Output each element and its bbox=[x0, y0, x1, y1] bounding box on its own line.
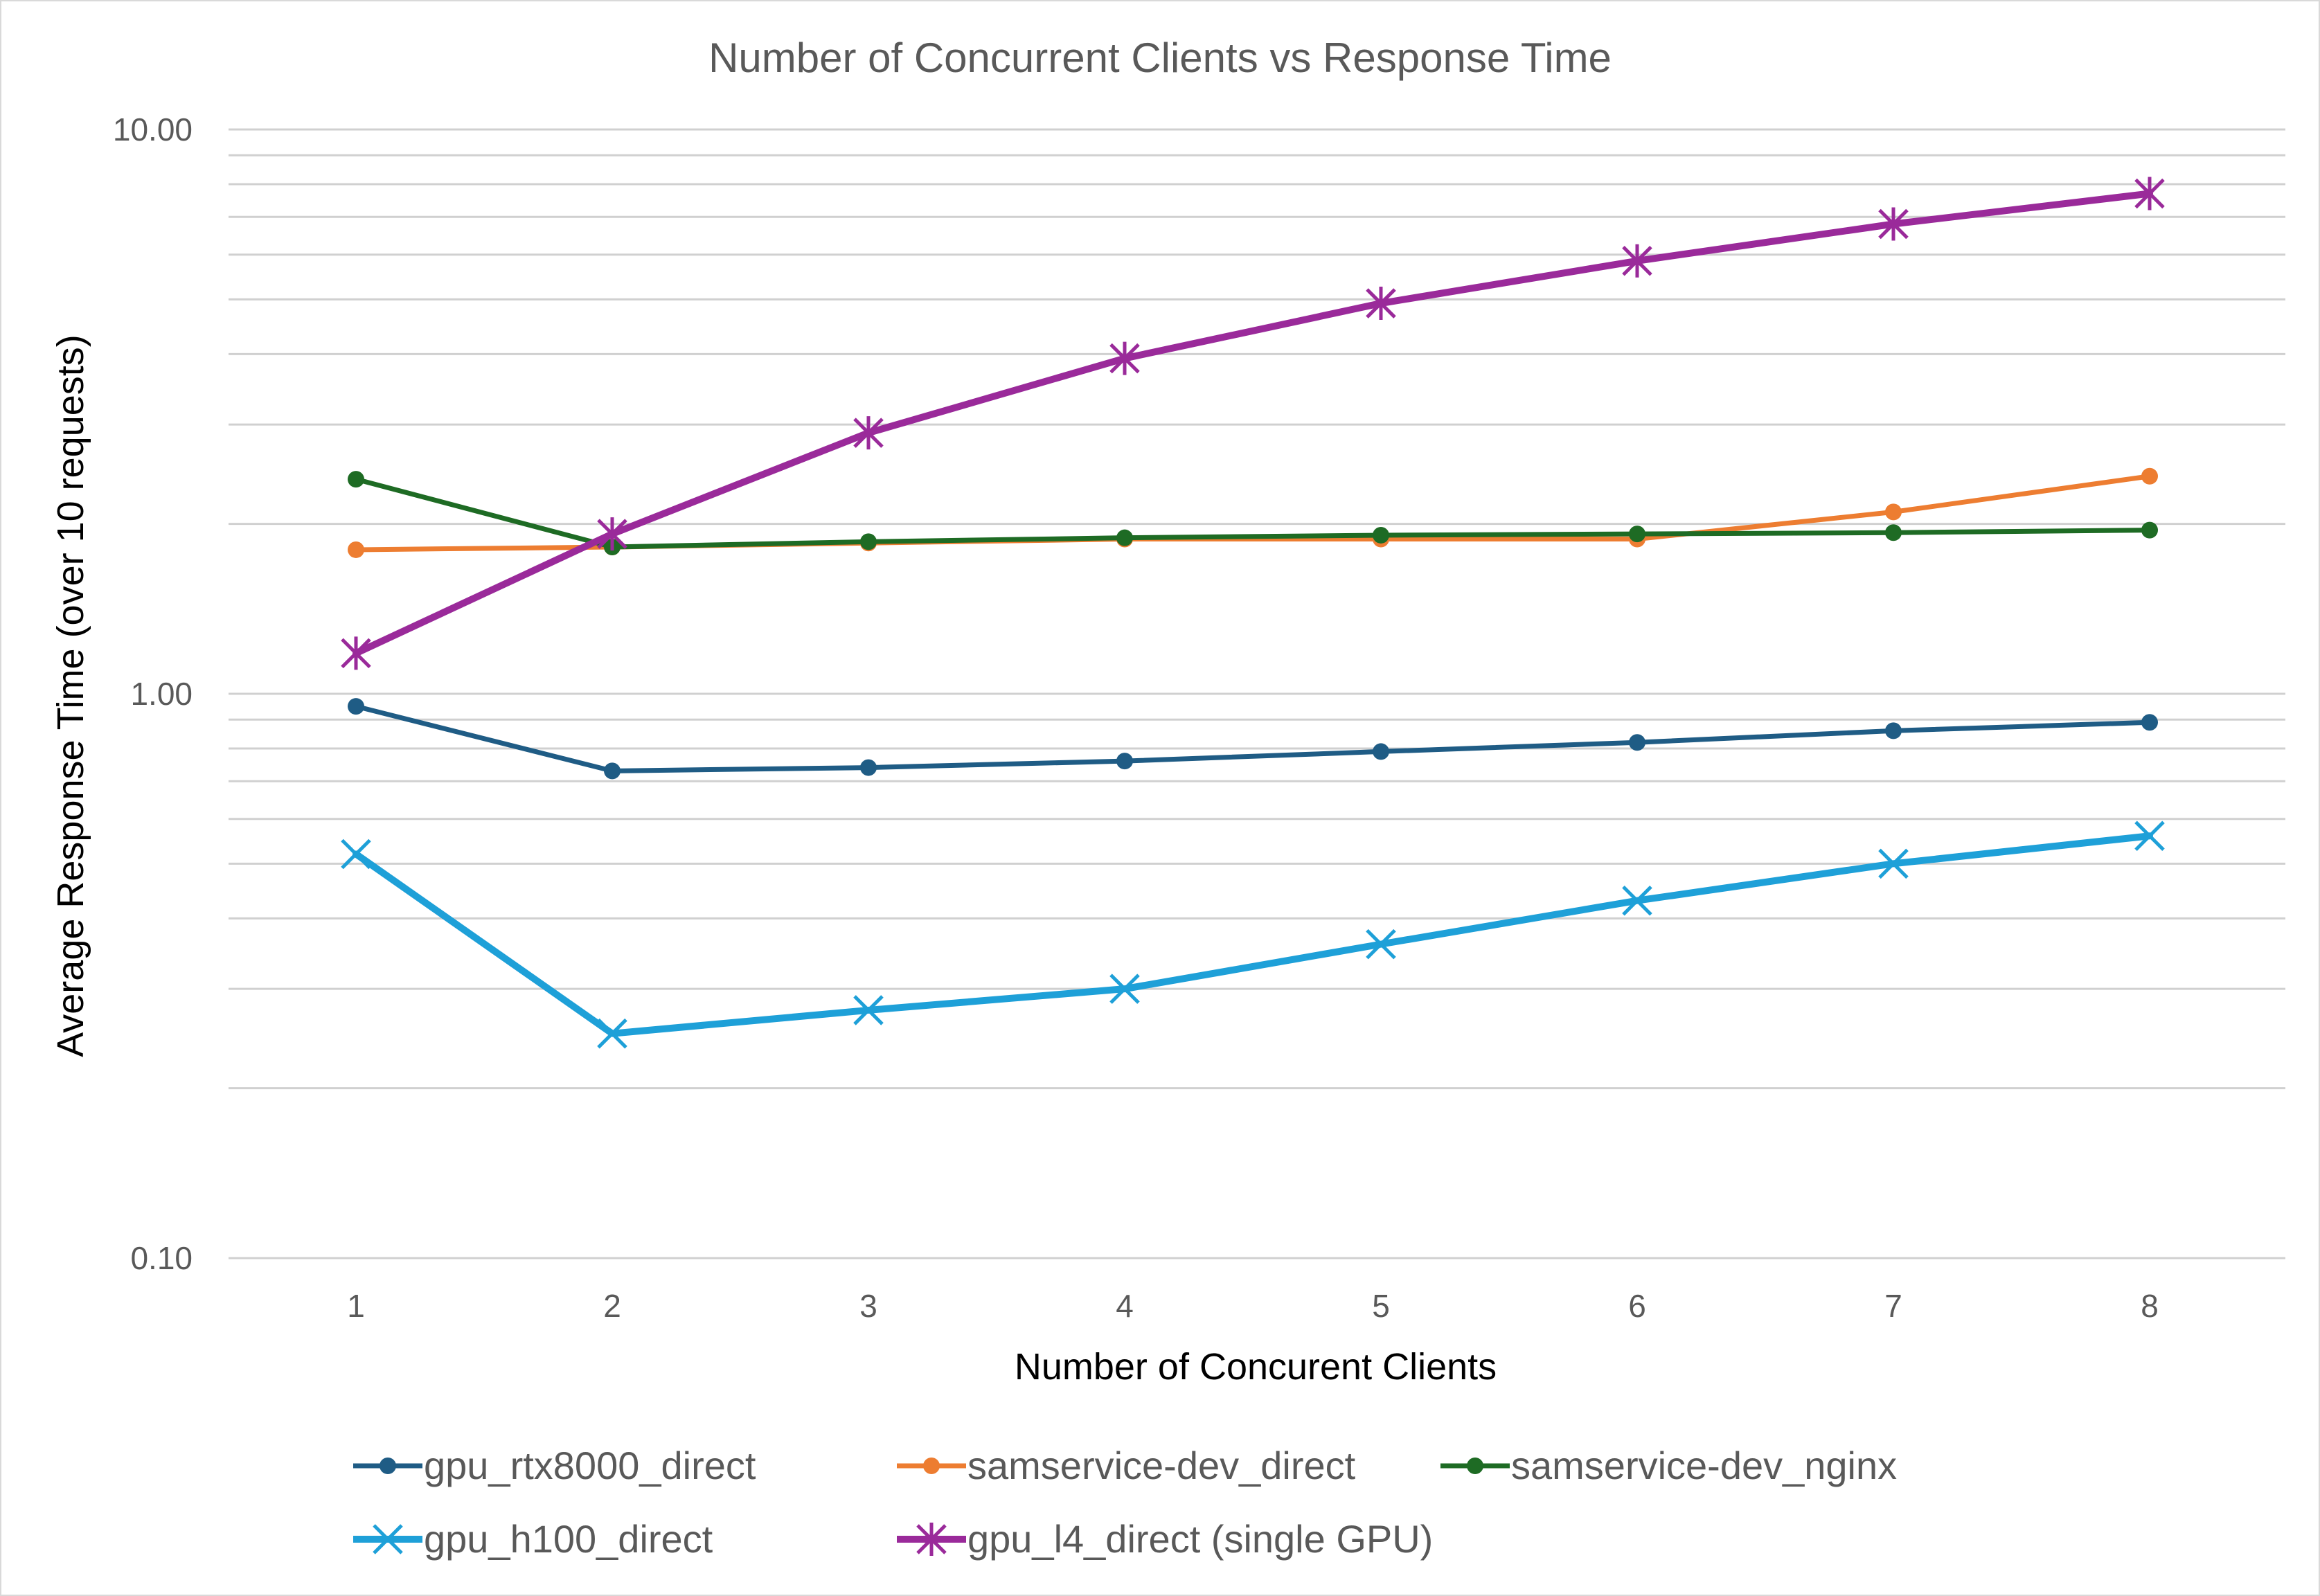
data-point bbox=[1116, 529, 1133, 546]
data-point bbox=[1109, 341, 1140, 375]
legend-item: gpu_l4_direct (single GPU) bbox=[897, 1517, 1433, 1561]
data-point bbox=[1878, 207, 1909, 241]
data-point bbox=[2141, 521, 2158, 539]
data-point bbox=[2141, 467, 2158, 485]
x-tick-label: 4 bbox=[1116, 1288, 1134, 1324]
data-point bbox=[1116, 753, 1133, 770]
legend-item: samservice-dev_direct bbox=[897, 1444, 1356, 1487]
x-tick-labels: 1 2 3 4 5 6 7 8 bbox=[347, 1288, 2159, 1324]
legend-item: gpu_h100_direct bbox=[353, 1517, 713, 1561]
series-line bbox=[353, 832, 2153, 1037]
data-point bbox=[1366, 287, 1396, 321]
data-point bbox=[597, 517, 627, 551]
data-point bbox=[1373, 526, 1389, 544]
legend-marker bbox=[916, 1523, 947, 1556]
data-point bbox=[348, 471, 364, 488]
data-point bbox=[1629, 526, 1645, 543]
legend-marker bbox=[380, 1458, 396, 1474]
legend: gpu_rtx8000_direct samservice-dev_direct s… bbox=[353, 1444, 1897, 1561]
data-point bbox=[1885, 503, 1902, 521]
y-axis-title: Average Response Time (over 10 requests) bbox=[50, 334, 91, 1057]
data-point bbox=[604, 762, 621, 780]
x-tick-label: 7 bbox=[1884, 1288, 1902, 1324]
data-point bbox=[1878, 848, 1909, 879]
legend-item: gpu_rtx8000_direct bbox=[353, 1444, 756, 1487]
data-point bbox=[1885, 722, 1902, 739]
series-line bbox=[353, 190, 2153, 657]
data-point bbox=[348, 698, 364, 715]
x-tick-label: 1 bbox=[347, 1288, 365, 1324]
data-point bbox=[2134, 821, 2165, 851]
data-point bbox=[1629, 734, 1645, 751]
series-line bbox=[353, 476, 2152, 550]
x-tick-label: 2 bbox=[603, 1288, 621, 1324]
x-tick-label: 6 bbox=[1628, 1288, 1646, 1324]
data-point bbox=[1622, 885, 1652, 916]
x-axis-title: Number of Concurent Clients bbox=[1015, 1346, 1497, 1388]
data-point bbox=[1373, 743, 1389, 760]
legend-label: samservice-dev_nginx bbox=[1511, 1444, 1897, 1487]
data-point bbox=[1109, 974, 1140, 1004]
legend-marker bbox=[373, 1524, 403, 1554]
legend-label: gpu_rtx8000_direct bbox=[424, 1444, 756, 1487]
series-group bbox=[341, 177, 2165, 1049]
x-tick-label: 3 bbox=[859, 1288, 877, 1324]
data-point bbox=[2141, 714, 2158, 731]
legend-label: samservice-dev_direct bbox=[967, 1444, 1356, 1487]
data-point bbox=[860, 533, 877, 550]
data-point bbox=[1885, 524, 1902, 541]
data-point bbox=[341, 839, 371, 870]
data-point bbox=[341, 636, 371, 670]
data-point bbox=[2134, 177, 2165, 210]
data-point bbox=[1366, 929, 1396, 960]
series-line bbox=[353, 703, 2152, 773]
data-point bbox=[348, 541, 364, 558]
x-tick-label: 5 bbox=[1372, 1288, 1390, 1324]
series-samservice-dev-nginx bbox=[348, 471, 2158, 556]
data-point bbox=[853, 416, 884, 450]
gridlines bbox=[229, 128, 2285, 1259]
y-tick-labels: 10.00 1.00 0.10 bbox=[113, 111, 193, 1276]
legend-label: gpu_l4_direct (single GPU) bbox=[967, 1517, 1433, 1561]
series-gpu-rtx8000-direct bbox=[348, 698, 2158, 780]
x-tick-label: 8 bbox=[2141, 1288, 2159, 1324]
y-tick-label: 0.10 bbox=[130, 1240, 193, 1276]
data-point bbox=[853, 995, 884, 1025]
data-point bbox=[1622, 244, 1652, 278]
legend-marker bbox=[923, 1458, 940, 1474]
legend-item: samservice-dev_nginx bbox=[1440, 1444, 1897, 1487]
data-point bbox=[860, 759, 877, 776]
chart-title: Number of Concurrent Clients vs Response… bbox=[708, 35, 1612, 81]
legend-label: gpu_h100_direct bbox=[424, 1517, 713, 1561]
series-gpu-l4-direct-single-gpu- bbox=[341, 177, 2165, 670]
y-tick-label: 10.00 bbox=[113, 111, 193, 147]
legend-marker bbox=[1467, 1458, 1483, 1474]
data-point bbox=[597, 1018, 627, 1049]
series-gpu-h100-direct bbox=[341, 821, 2165, 1049]
y-tick-label: 1.00 bbox=[130, 676, 193, 712]
